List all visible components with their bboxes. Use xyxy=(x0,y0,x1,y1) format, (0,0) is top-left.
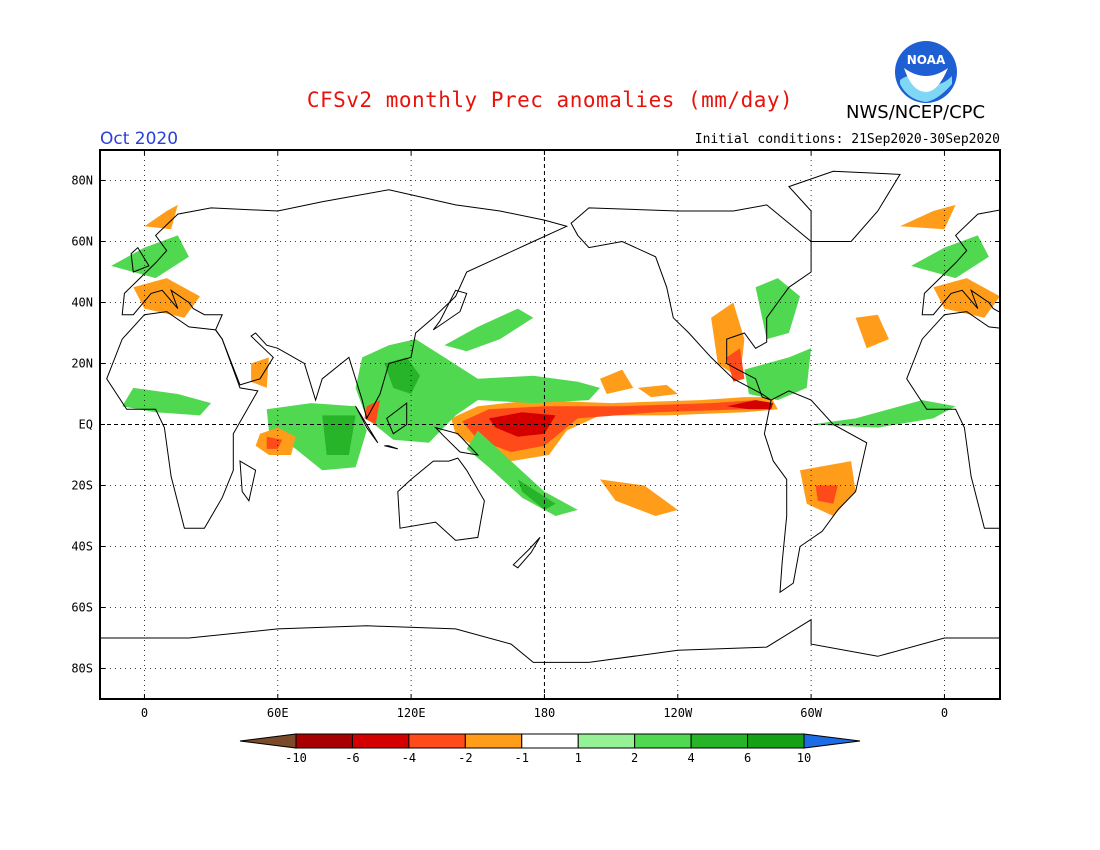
anomaly-fields xyxy=(111,204,1000,516)
wet-caribbean xyxy=(744,348,812,401)
coast-africa-repeat xyxy=(906,311,1000,529)
wet-atlantic-itcz xyxy=(811,400,956,428)
lon-tick-label: 60E xyxy=(267,706,289,720)
wet-sahel xyxy=(122,387,212,416)
dry-greenland xyxy=(900,204,956,230)
dry-north-atlantic xyxy=(855,314,889,349)
colorbar-label: 10 xyxy=(797,751,811,765)
coast-madagascar xyxy=(239,460,257,502)
agency-label: NWS/NCEP/CPC xyxy=(846,102,986,123)
coast-japan xyxy=(432,289,468,331)
lat-tick-label: 60N xyxy=(71,235,93,249)
colorbar-swatch xyxy=(747,733,805,749)
lon-tick-label: 0 xyxy=(941,706,948,720)
colorbar-label: -2 xyxy=(458,751,472,765)
colorbar-label: 6 xyxy=(744,751,751,765)
month-label: Oct 2020 xyxy=(100,129,179,149)
lat-tick-label: 40N xyxy=(71,296,93,310)
colorbar-swatch xyxy=(521,733,579,749)
lat-tick-label: 20S xyxy=(71,479,93,493)
colorbar-label: -4 xyxy=(402,751,416,765)
lat-tick-label: 80S xyxy=(71,662,93,676)
colorbar-swatch xyxy=(351,733,410,749)
colorbar-low-arrow xyxy=(239,733,297,749)
colorbar-swatch xyxy=(634,733,692,749)
wet-maritime xyxy=(355,339,600,443)
dry-south-pacific xyxy=(600,479,678,516)
dry-nepac xyxy=(637,384,678,398)
lat-tick-label: 40S xyxy=(71,540,93,554)
wet-spcz-core xyxy=(517,479,556,510)
coast-north-america xyxy=(570,204,812,401)
lon-tick-label: 120E xyxy=(397,706,426,720)
dry-hawaii xyxy=(600,369,634,394)
lon-tick-label: 0 xyxy=(141,706,148,720)
colorbar-swatch xyxy=(464,733,523,749)
colorbar-swatch xyxy=(577,733,636,749)
initial-conditions-label: Initial conditions: 21Sep2020-30Sep2020 xyxy=(694,132,1000,147)
axis-ticks: 80N 60N 40N 20N EQ 20S 40S 60S 80S 0 60E 120E 180 120… xyxy=(71,150,1000,720)
dry-east-pacific-core xyxy=(726,400,774,410)
coast-africa xyxy=(106,311,259,529)
dry-pacific-strong xyxy=(462,400,772,452)
dry-scandinavia xyxy=(144,204,178,230)
lon-tick-label: 180 xyxy=(534,706,556,720)
dry-mediterranean-repeat xyxy=(933,278,1000,318)
colorbar-high-arrow xyxy=(803,733,861,749)
coast-borneo xyxy=(386,402,408,435)
colorbar-label: -10 xyxy=(285,751,307,765)
coast-britain xyxy=(130,246,150,273)
colorbar-swatch xyxy=(295,733,353,749)
svg-text:NOAA: NOAA xyxy=(907,53,946,67)
lon-tick-label: 120W xyxy=(663,706,693,720)
colorbar-label: -6 xyxy=(345,751,359,765)
wet-philippines xyxy=(384,357,420,394)
colorbar-label: 1 xyxy=(575,751,582,765)
dry-central-america xyxy=(726,348,745,382)
coast-antarctica xyxy=(100,618,1000,699)
wet-indian-ocean-core xyxy=(322,415,356,455)
colorbar: -10 -6 -4 -2 -1 1 2 4 6 10 xyxy=(239,733,861,765)
dry-brazil-core xyxy=(815,485,838,504)
lat-tick-label: 80N xyxy=(71,174,93,188)
coast-new-zealand xyxy=(512,537,541,569)
wet-europe xyxy=(111,235,189,279)
colorbar-swatch xyxy=(408,733,466,749)
lat-tick-label: EQ xyxy=(79,418,93,432)
map-title: CFSv2 monthly Prec anomalies (mm/day) xyxy=(306,88,794,112)
wet-north-pacific xyxy=(444,308,534,352)
colorbar-swatch xyxy=(690,733,749,749)
wet-us-east xyxy=(755,278,800,340)
coast-new-guinea xyxy=(433,426,480,456)
lat-tick-label: 20N xyxy=(71,357,93,371)
dry-mediterranean xyxy=(133,278,200,318)
colorbar-label: 2 xyxy=(631,751,638,765)
lon-tick-label: 60W xyxy=(800,706,822,720)
dry-west-indian-core xyxy=(266,436,283,449)
wet-spcz xyxy=(466,430,578,516)
colorbar-label: 4 xyxy=(687,751,694,765)
lat-tick-label: 60S xyxy=(71,601,93,615)
dry-arabian-sea xyxy=(251,357,269,388)
coast-greenland xyxy=(788,170,901,242)
noaa-logo: NOAA xyxy=(895,41,957,103)
coast-java xyxy=(384,445,398,450)
graticule xyxy=(100,150,1000,699)
colorbar-label: -1 xyxy=(515,751,529,765)
wet-europe-repeat xyxy=(911,235,989,279)
dry-sumatra xyxy=(364,400,380,425)
